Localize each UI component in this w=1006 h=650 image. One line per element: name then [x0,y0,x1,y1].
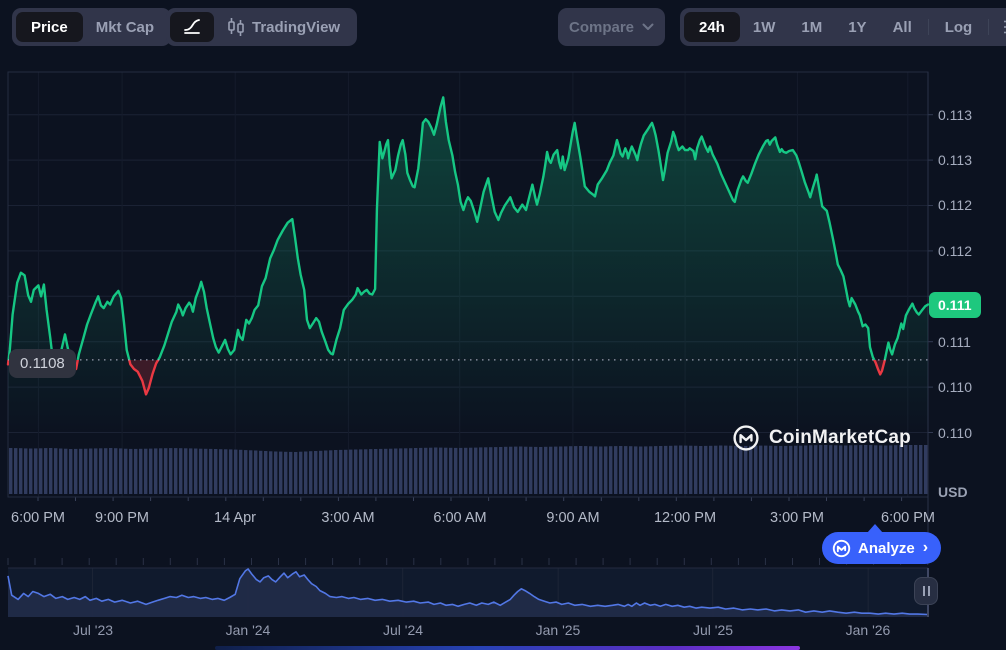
x-axis-tick-label: 6:00 PM [881,510,935,526]
x-axis-tick-label: 3:00 PM [770,510,824,526]
time-range-selector: 24h 1W 1M 1Y All Log [680,8,1006,46]
price-tab-label: Price [31,18,68,36]
chart-type-toggle: TradingView [166,8,358,46]
range-1m-label: 1M [801,18,823,36]
range-1w-button[interactable]: 1W [740,19,789,36]
open-price-value: 0.1108 [20,355,65,372]
y-axis-tick-label: 0.110 [938,379,972,395]
y-axis-tick-label: 0.112 [938,243,972,259]
sliders-icon [1004,20,1006,34]
current-price-value: 0.111 [938,297,972,313]
y-axis-tick-label: 0.110 [938,425,972,441]
log-label: Log [944,18,973,36]
range-24h-label: 24h [699,18,725,36]
navigator-tick-label: Jan '26 [845,622,891,638]
watermark-label: CoinMarketCap [769,427,911,448]
x-axis-tick-label: 12:00 PM [653,510,717,526]
navigator-tick-label: Jul '25 [692,622,734,638]
analyze-label: Analyze [858,539,915,557]
navigator-tick-label: Jan '24 [225,622,271,638]
bottom-gradient-bar [215,646,800,650]
line-chart-type-button[interactable] [170,12,214,42]
chevron-down-icon [642,23,654,30]
range-24h-button[interactable]: 24h [684,12,740,42]
currency-unit-label: USD [938,484,968,500]
log-scale-button[interactable]: Log [932,19,986,36]
cmc-logo-icon [733,425,759,451]
price-mktcap-toggle: Price Mkt Cap [12,8,172,46]
x-axis-tick-label: 9:00 AM [546,510,600,526]
drag-handle-icon [927,586,930,596]
current-price-badge: 0.111 [929,292,981,318]
y-axis-tick-label: 0.113 [938,152,972,168]
candlestick-icon [228,18,244,36]
navigator-tick-label: Jul '24 [382,622,424,638]
price-tab[interactable]: Price [16,12,83,42]
mktcap-tab[interactable]: Mkt Cap [83,19,167,36]
line-chart-icon [184,19,200,34]
compare-button[interactable]: Compare [558,8,665,46]
cmc-logo-icon [832,539,851,557]
analyze-button[interactable]: Analyze › [822,532,942,564]
drag-handle-icon [922,586,925,596]
y-axis-tick-label: 0.113 [938,107,972,123]
x-axis-tick-label: 14 Apr [214,510,256,526]
y-axis-tick-label: 0.112 [938,197,972,213]
tradingview-label: TradingView [252,18,341,36]
x-axis-tick-label: 9:00 PM [95,510,149,526]
range-1w-label: 1W [752,18,776,36]
chart-settings-button[interactable] [992,12,1006,42]
toolbar-divider [927,19,929,35]
range-1m-button[interactable]: 1M [788,19,835,36]
coinmarketcap-watermark: CoinMarketCap [732,424,911,452]
open-price-tag: 0.1108 [9,349,76,378]
range-all-label: All [892,18,912,36]
chevron-right-icon: › [922,539,929,556]
compare-label: Compare [568,18,635,36]
analyze-tooltip-pointer [867,524,883,533]
toolbar-divider [988,19,990,35]
mktcap-tab-label: Mkt Cap [95,18,155,36]
y-axis-tick-label: 0.111 [938,334,971,350]
range-1y-label: 1Y [848,18,867,36]
x-axis-tick-label: 3:00 AM [321,510,375,526]
range-1y-button[interactable]: 1Y [835,19,879,36]
navigator-tick-label: Jul '23 [72,622,114,638]
x-axis-tick-label: 6:00 PM [11,510,65,526]
navigator-tick-label: Jan '25 [535,622,581,638]
tradingview-chart-button[interactable]: TradingView [214,17,353,37]
range-all-button[interactable]: All [880,19,925,36]
navigator-drag-handle[interactable] [914,577,938,605]
x-axis-tick-label: 6:00 AM [433,510,487,526]
